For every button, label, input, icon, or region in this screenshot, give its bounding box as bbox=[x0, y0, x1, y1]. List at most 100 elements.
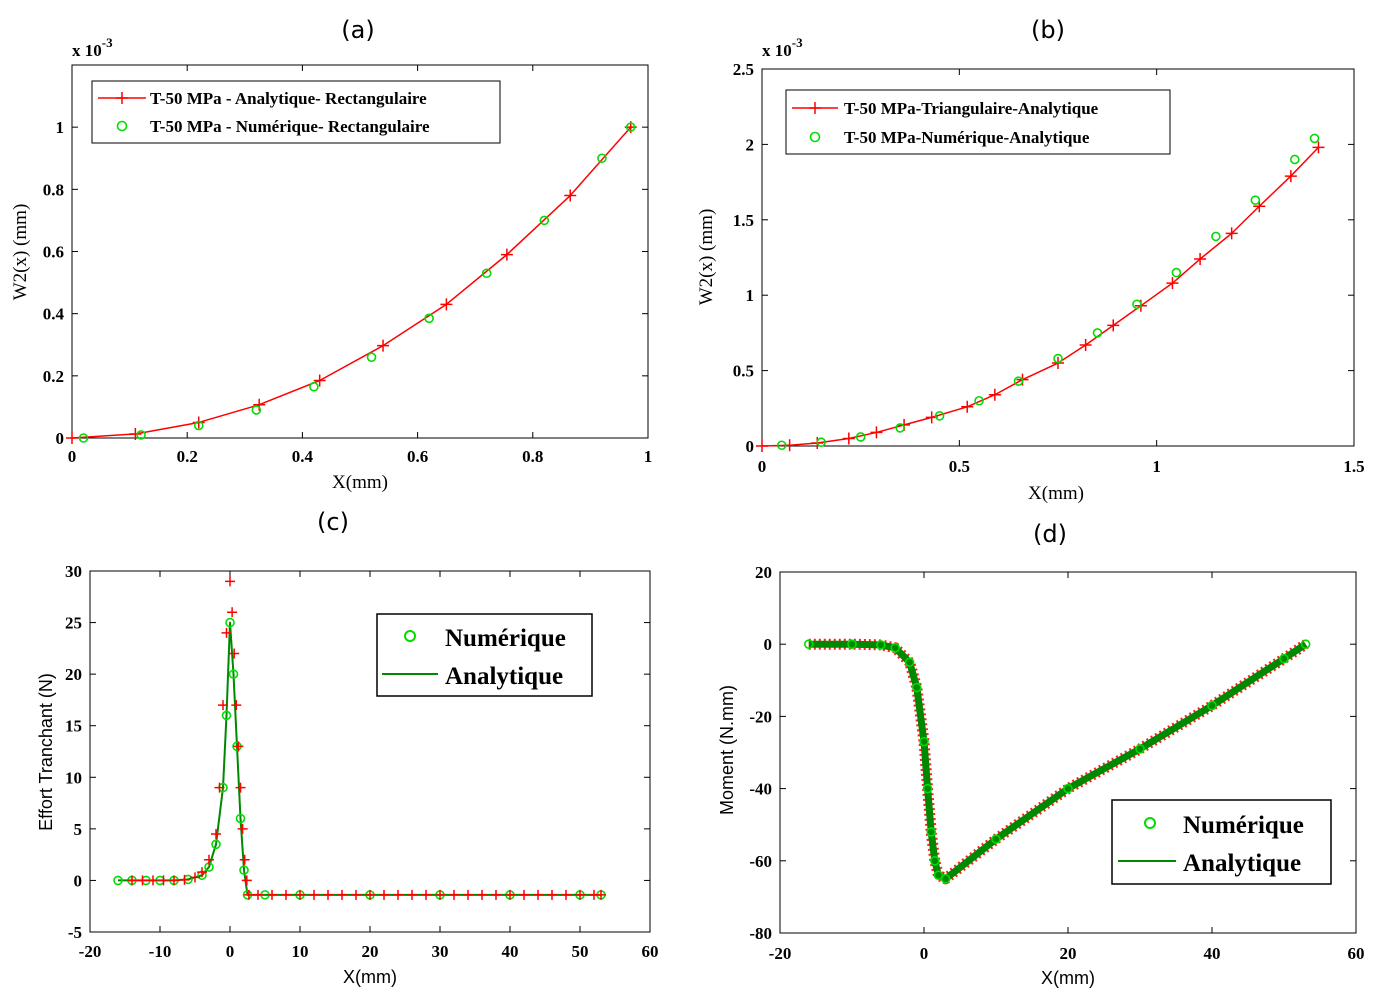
x-tick-label-b-1: 0.5 bbox=[949, 457, 970, 476]
legend-circle-marker-c bbox=[404, 630, 416, 642]
data-point-circle-b-1-11 bbox=[1211, 231, 1221, 242]
chart-panel-d: (d) X(mm) Moment (N.mm) -20 0 20 40 60 -80 -60… bbox=[717, 520, 1365, 988]
x-tick-label-a-0: 0 bbox=[68, 447, 77, 466]
data-point-plus-b-0-4 bbox=[870, 426, 883, 439]
legend-label-d-numerique: Numérique bbox=[1183, 812, 1304, 839]
data-point-plus-c-2-2 bbox=[148, 875, 158, 886]
legend-plus-marker-b bbox=[809, 102, 821, 114]
data-point-plus-c-2-42 bbox=[519, 889, 529, 900]
x-tick-label-d-2: 20 bbox=[1060, 944, 1077, 963]
data-point-circle-c-0-14 bbox=[235, 813, 246, 824]
y-tick-label-c-6: 25 bbox=[65, 614, 82, 633]
data-point-plus-c-2-29 bbox=[337, 889, 347, 900]
data-point-circle-b-1-14 bbox=[1309, 133, 1320, 144]
y-tick-label-d-5: 20 bbox=[755, 563, 772, 582]
data-point-circle-d-0-6 bbox=[919, 736, 929, 747]
data-point-plus-c-2-8 bbox=[204, 854, 214, 865]
y-tick-label-c-4: 15 bbox=[65, 717, 82, 736]
data-point-circle-a-1-10 bbox=[625, 122, 636, 132]
x-tick-label-b-3: 1.5 bbox=[1343, 457, 1364, 476]
y-tick-label-d-2: -40 bbox=[749, 780, 772, 799]
x-tick-label-a-2: 0.4 bbox=[292, 447, 314, 466]
data-point-circle-d-0-9 bbox=[929, 855, 940, 866]
marks-c bbox=[113, 576, 606, 900]
data-point-circle-c-0-12 bbox=[228, 669, 239, 679]
data-point-plus-c-2-32 bbox=[379, 889, 389, 900]
x-tick-label-c-3: 10 bbox=[292, 942, 309, 961]
marks-a bbox=[66, 121, 637, 444]
exponent-label-a: x 10-3 bbox=[72, 35, 113, 60]
legend-box-c bbox=[376, 613, 593, 697]
data-point-circle-d-0-1 bbox=[847, 639, 857, 650]
data-point-circle-b-1-5 bbox=[974, 395, 984, 406]
chart-panel-a: (a) x 10-3 X(mm) W2(x) (mm) 0 0.2 0.4 0.6 0.… bbox=[10, 16, 652, 493]
y-axis-label-a: W2(x) (mm) bbox=[10, 204, 31, 301]
legend-a: T-50 MPa - Analytique- Rectangulaire T-5… bbox=[91, 80, 501, 144]
data-point-circle-b-1-10 bbox=[1171, 267, 1182, 278]
data-point-circle-a-1-2 bbox=[193, 420, 204, 431]
legend-label-b-numerique: T-50 MPa-Numérique-Analytique bbox=[844, 128, 1090, 147]
data-point-circle-d-0-10 bbox=[933, 870, 944, 881]
data-point-circle-a-1-4 bbox=[309, 381, 319, 392]
y-tick-label-d-3: -20 bbox=[749, 707, 772, 726]
data-point-circle-d-0-4 bbox=[904, 657, 915, 668]
data-point-plus-c-2-20 bbox=[239, 854, 250, 865]
data-point-plus-c-2-35 bbox=[421, 889, 431, 900]
y-tick-label-a-0: 0 bbox=[56, 429, 65, 448]
data-point-plus-c-2-18 bbox=[235, 782, 246, 793]
y-axis-label-d: Moment (N.mm) bbox=[717, 685, 737, 815]
data-point-plus-c-2-40 bbox=[491, 889, 501, 900]
data-point-plus-c-2-9 bbox=[211, 829, 221, 840]
data-point-plus-c-2-27 bbox=[309, 889, 319, 900]
x-tick-label-c-6: 40 bbox=[502, 942, 519, 961]
y-tick-label-c-1: 0 bbox=[74, 871, 83, 890]
data-point-plus-c-2-44 bbox=[547, 889, 557, 900]
y-tick-label-b-0: 0 bbox=[746, 437, 755, 456]
x-tick-label-b-2: 1 bbox=[1152, 457, 1161, 476]
data-point-circle-b-1-13 bbox=[1290, 154, 1300, 165]
legend-label-d-analytique: Analytique bbox=[1183, 850, 1301, 877]
data-point-circle-d-0-7 bbox=[922, 783, 933, 794]
panel-d-title: (d) bbox=[1033, 520, 1067, 548]
x-tick-label-c-8: 60 bbox=[642, 942, 659, 961]
x-tick-label-a-4: 0.8 bbox=[522, 447, 543, 466]
data-point-circle-b-1-4 bbox=[934, 411, 945, 421]
x-axis-label-d: X(mm) bbox=[1041, 968, 1095, 988]
y-tick-label-c-7: 30 bbox=[65, 562, 82, 581]
data-point-circle-d-0-12 bbox=[991, 834, 1001, 844]
data-point-circle-b-1-8 bbox=[1092, 328, 1103, 338]
y-tick-label-a-1: 0.2 bbox=[43, 367, 64, 386]
data-point-circle-d-0-15 bbox=[1207, 700, 1217, 711]
y-tick-label-b-5: 2.5 bbox=[733, 60, 754, 79]
data-point-circle-b-1-9 bbox=[1132, 299, 1142, 310]
data-point-circle-a-1-9 bbox=[597, 153, 607, 164]
data-point-plus-b-0-7 bbox=[961, 400, 974, 413]
data-point-plus-c-2-45 bbox=[561, 889, 571, 900]
legend-plus-marker-a bbox=[116, 92, 128, 104]
legend-box-d bbox=[1111, 799, 1332, 885]
x-tick-label-b-0: 0 bbox=[758, 457, 767, 476]
x-tick-label-c-0: -20 bbox=[79, 942, 102, 961]
x-tick-label-d-3: 40 bbox=[1204, 944, 1221, 963]
data-point-plus-c-2-14 bbox=[227, 607, 238, 618]
y-tick-label-c-2: 5 bbox=[74, 820, 83, 839]
data-point-plus-c-2-21 bbox=[241, 875, 252, 886]
y-tick-label-a-5: 1 bbox=[56, 118, 65, 137]
data-point-circle-c-0-8 bbox=[211, 839, 221, 850]
panel-a-title: (a) bbox=[341, 16, 374, 44]
x-tick-label-d-1: 0 bbox=[920, 944, 929, 963]
legend-c: Numérique Analytique bbox=[376, 613, 593, 697]
ticks-b: 0 0.5 1 1.5 0 0.5 1 1.5 2 2.5 bbox=[733, 60, 1365, 476]
data-point-plus-a-0-6 bbox=[440, 298, 453, 311]
data-point-circle-b-1-7 bbox=[1053, 353, 1063, 364]
y-tick-label-b-3: 1.5 bbox=[733, 211, 754, 230]
data-point-circle-d-0-2 bbox=[875, 640, 886, 650]
data-point-circle-c-0-10 bbox=[221, 710, 232, 721]
legend-label-b-analytique: T-50 MPa-Triangulaire-Analytique bbox=[844, 99, 1099, 118]
data-point-circle-d-0-5 bbox=[911, 682, 922, 693]
legend-label-c-analytique: Analytique bbox=[445, 663, 563, 690]
data-point-plus-c-2-33 bbox=[393, 889, 403, 900]
legend-label-c-numerique: Numérique bbox=[445, 625, 566, 652]
y-tick-label-b-4: 2 bbox=[746, 135, 755, 154]
data-point-plus-b-0-0 bbox=[756, 440, 768, 452]
